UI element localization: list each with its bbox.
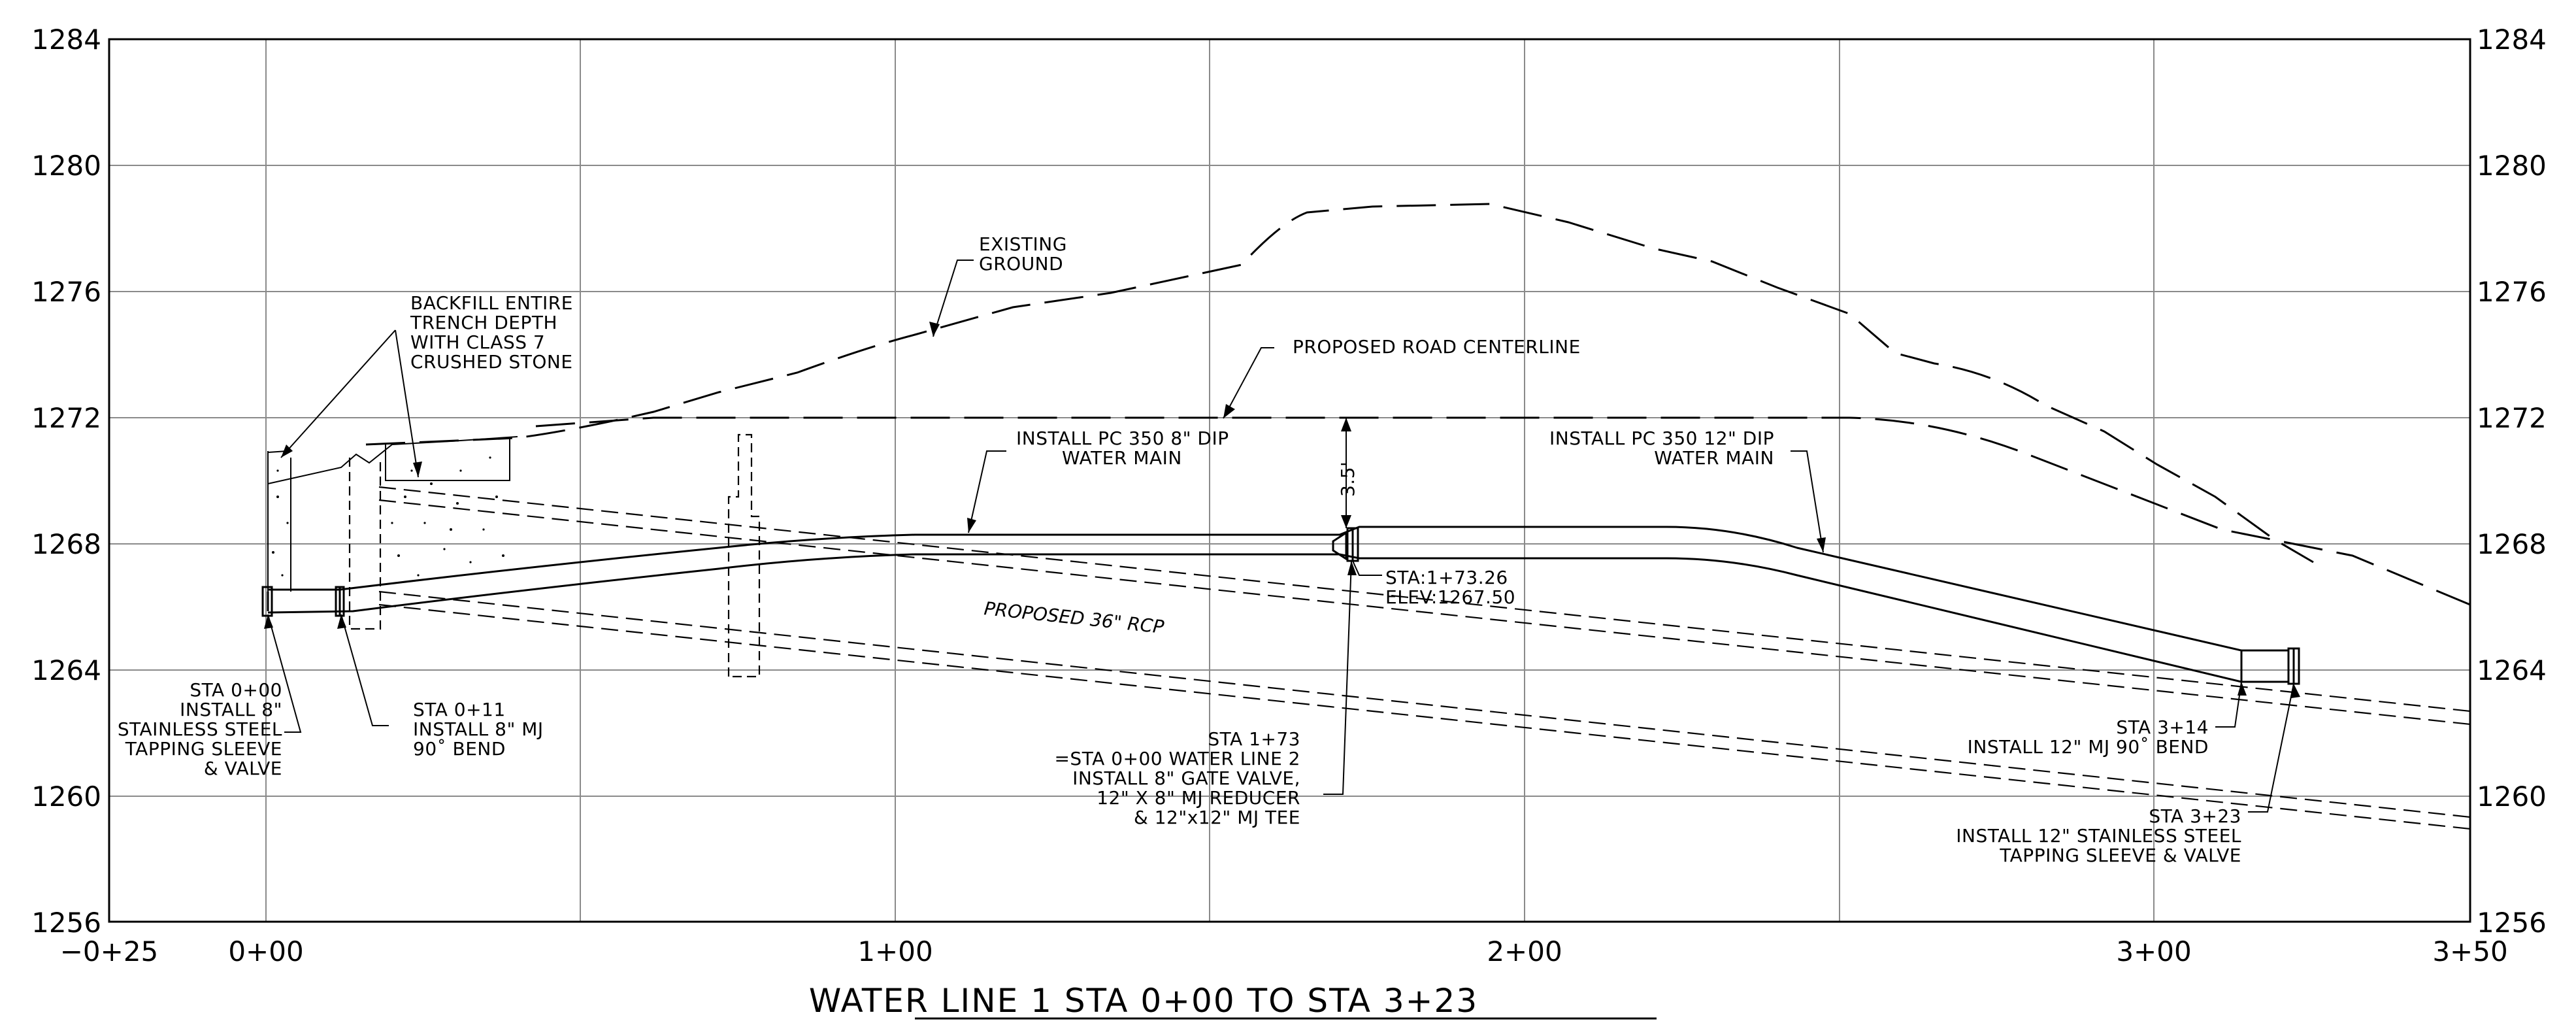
annotation-sta-3-23: STA 3+23 INSTALL 12" STAINLESS STEEL TAP…	[1956, 805, 2241, 866]
svg-text:INSTALL PC 350 12" DIP: INSTALL PC 350 12" DIP	[1549, 428, 1774, 449]
water-main-pipe	[267, 526, 2242, 683]
svg-text:& VALVE: & VALVE	[204, 758, 282, 779]
annotation-8in-main: INSTALL PC 350 8" DIP WATER MAIN	[1016, 428, 1229, 469]
svg-text:WATER MAIN: WATER MAIN	[1654, 447, 1774, 469]
elev-label: 1284	[2477, 24, 2547, 56]
elev-label: 1272	[31, 402, 101, 434]
annotation-rcp: PROPOSED 36" RCP	[983, 597, 1165, 638]
drawing-frame	[108, 38, 2471, 923]
annotation-sta-0-11: STA 0+11 INSTALL 8" MJ 90˚ BEND	[413, 699, 544, 760]
proposed-road-centerline	[535, 416, 2471, 606]
annotation-backfill: BACKFILL ENTIRE TRENCH DEPTH WITH CLASS …	[410, 292, 573, 373]
annotation-sta-1-73-26: STA:1+73.26 ELEV:1267.50	[1385, 567, 1515, 608]
annotation-sta-1-73: STA 1+73 =STA 0+00 WATER LINE 2 INSTALL …	[1054, 728, 1300, 828]
svg-text:=STA 0+00 WATER LINE 2: =STA 0+00 WATER LINE 2	[1054, 748, 1300, 769]
elev-label: 1272	[2477, 402, 2547, 434]
grid	[109, 39, 2470, 922]
svg-text:GROUND: GROUND	[979, 253, 1063, 275]
svg-text:INSTALL 12" MJ 90˚ BEND: INSTALL 12" MJ 90˚ BEND	[1968, 736, 2209, 758]
cover-dimension: 3.5'	[1337, 418, 1359, 528]
svg-text:TAPPING SLEEVE: TAPPING SLEEVE	[125, 738, 282, 760]
svg-text:STA 3+14: STA 3+14	[2116, 716, 2209, 738]
elev-label: 1260	[2477, 781, 2547, 813]
elev-label: 1276	[31, 276, 101, 308]
elev-label: 1280	[31, 150, 101, 182]
elev-label: 1256	[31, 907, 101, 939]
svg-text:CRUSHED STONE: CRUSHED STONE	[410, 351, 573, 373]
crushed-stone-stipple	[272, 456, 504, 577]
elev-label: 1264	[31, 654, 101, 686]
elev-label: 1280	[2477, 150, 2547, 182]
elev-label: 1276	[2477, 276, 2547, 308]
svg-text:WITH CLASS 7: WITH CLASS 7	[410, 331, 545, 353]
pipe-fittings	[261, 527, 2300, 685]
drawing-title: WATER LINE 1 STA 0+00 TO STA 3+23	[809, 982, 1478, 1020]
annotation-road-centerline: PROPOSED ROAD CENTERLINE	[1293, 336, 1581, 358]
station-axis: −0+25 0+00 1+00 2+00 3+00 3+50	[60, 935, 2508, 967]
elev-label: 1284	[31, 24, 101, 56]
annotation-sta-3-14: STA 3+14 INSTALL 12" MJ 90˚ BEND	[1968, 716, 2209, 758]
proposed-rcp	[378, 486, 2471, 830]
svg-text:ELEV:1267.50: ELEV:1267.50	[1385, 586, 1515, 608]
svg-text:STA 3+23: STA 3+23	[2149, 805, 2241, 827]
elevation-axis-left: 1284 1280 1276 1272 1268 1264 1260 1256	[31, 24, 101, 939]
elevation-axis-right: 1284 1280 1276 1272 1268 1264 1260 1256	[2477, 24, 2547, 939]
leader-lines	[264, 260, 2300, 813]
svg-text:INSTALL 8" GATE VALVE,: INSTALL 8" GATE VALVE,	[1072, 767, 1300, 789]
svg-text:WATER MAIN: WATER MAIN	[1062, 447, 1182, 469]
svg-text:INSTALL 8" MJ: INSTALL 8" MJ	[413, 718, 544, 740]
annotation-existing-ground: EXISTING GROUND	[979, 233, 1067, 275]
station-label: 0+00	[228, 935, 303, 967]
elev-label: 1268	[31, 528, 101, 560]
elev-label: 1260	[31, 781, 101, 813]
svg-text:STA 1+73: STA 1+73	[1208, 728, 1300, 750]
svg-text:INSTALL 8": INSTALL 8"	[180, 699, 282, 720]
svg-text:INSTALL 12" STAINLESS STEEL: INSTALL 12" STAINLESS STEEL	[1956, 825, 2241, 847]
svg-text:TAPPING SLEEVE & VALVE: TAPPING SLEEVE & VALVE	[1999, 845, 2241, 866]
svg-text:INSTALL PC 350 8" DIP: INSTALL PC 350 8" DIP	[1016, 428, 1229, 449]
cover-label: 3.5'	[1337, 462, 1359, 497]
svg-text:STA 0+00: STA 0+00	[190, 679, 282, 701]
svg-text:90˚ BEND: 90˚ BEND	[413, 738, 506, 760]
svg-text:& 12"x12" MJ TEE: & 12"x12" MJ TEE	[1134, 807, 1300, 828]
annotation-sta-0-00: STA 0+00 INSTALL 8" STAINLESS STEEL TAPP…	[118, 679, 282, 779]
station-label: 2+00	[1487, 935, 1562, 967]
svg-text:12" X 8" MJ REDUCER: 12" X 8" MJ REDUCER	[1097, 787, 1300, 809]
svg-text:STAINLESS STEEL: STAINLESS STEEL	[118, 718, 282, 740]
existing-ground-line	[365, 203, 2314, 563]
svg-text:TRENCH DEPTH: TRENCH DEPTH	[410, 312, 557, 333]
svg-text:BACKFILL ENTIRE: BACKFILL ENTIRE	[410, 292, 573, 314]
svg-text:EXISTING: EXISTING	[979, 233, 1067, 255]
svg-text:STA 0+11: STA 0+11	[413, 699, 506, 720]
station-label: 3+50	[2432, 935, 2507, 967]
rcp-structure	[727, 433, 761, 678]
elev-label: 1268	[2477, 528, 2547, 560]
annotation-12in-main: INSTALL PC 350 12" DIP WATER MAIN	[1549, 428, 1774, 469]
svg-text:STA:1+73.26: STA:1+73.26	[1385, 567, 1508, 588]
trench-backfill	[267, 436, 518, 630]
station-label: −0+25	[60, 935, 159, 967]
station-label: 1+00	[857, 935, 933, 967]
station-label: 3+00	[2116, 935, 2191, 967]
elev-label: 1264	[2477, 654, 2547, 686]
elev-label: 1256	[2477, 907, 2547, 939]
